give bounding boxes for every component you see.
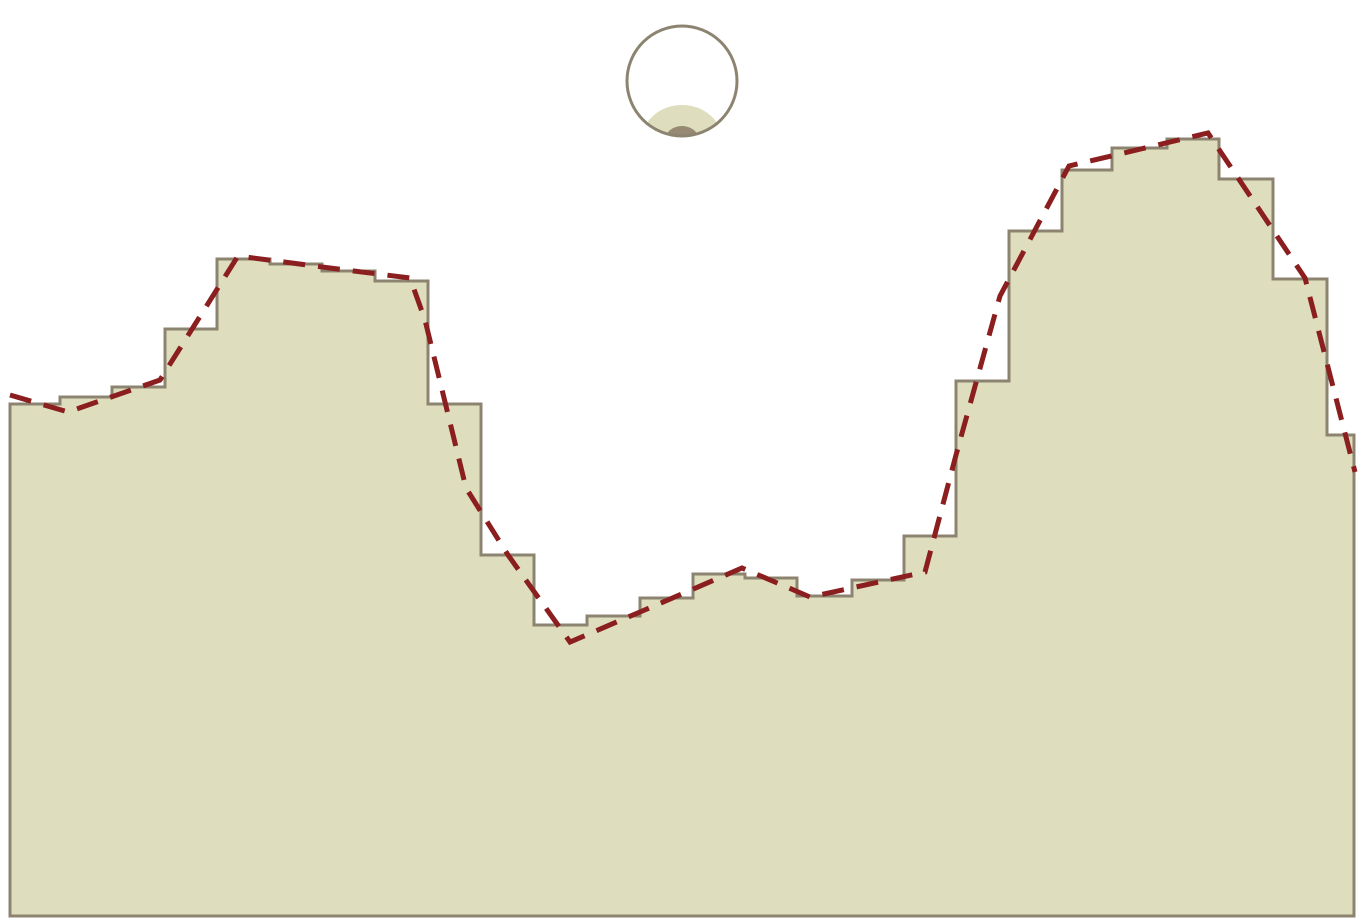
stepped-terrain [8,137,1356,918]
ball-body [627,26,737,136]
ball-inner-light [642,105,722,136]
dashed-trajectory-line [9,130,1358,646]
ball-outline [625,24,739,138]
ball-inner-dark [665,126,699,136]
ball-icon[interactable] [625,24,739,175]
